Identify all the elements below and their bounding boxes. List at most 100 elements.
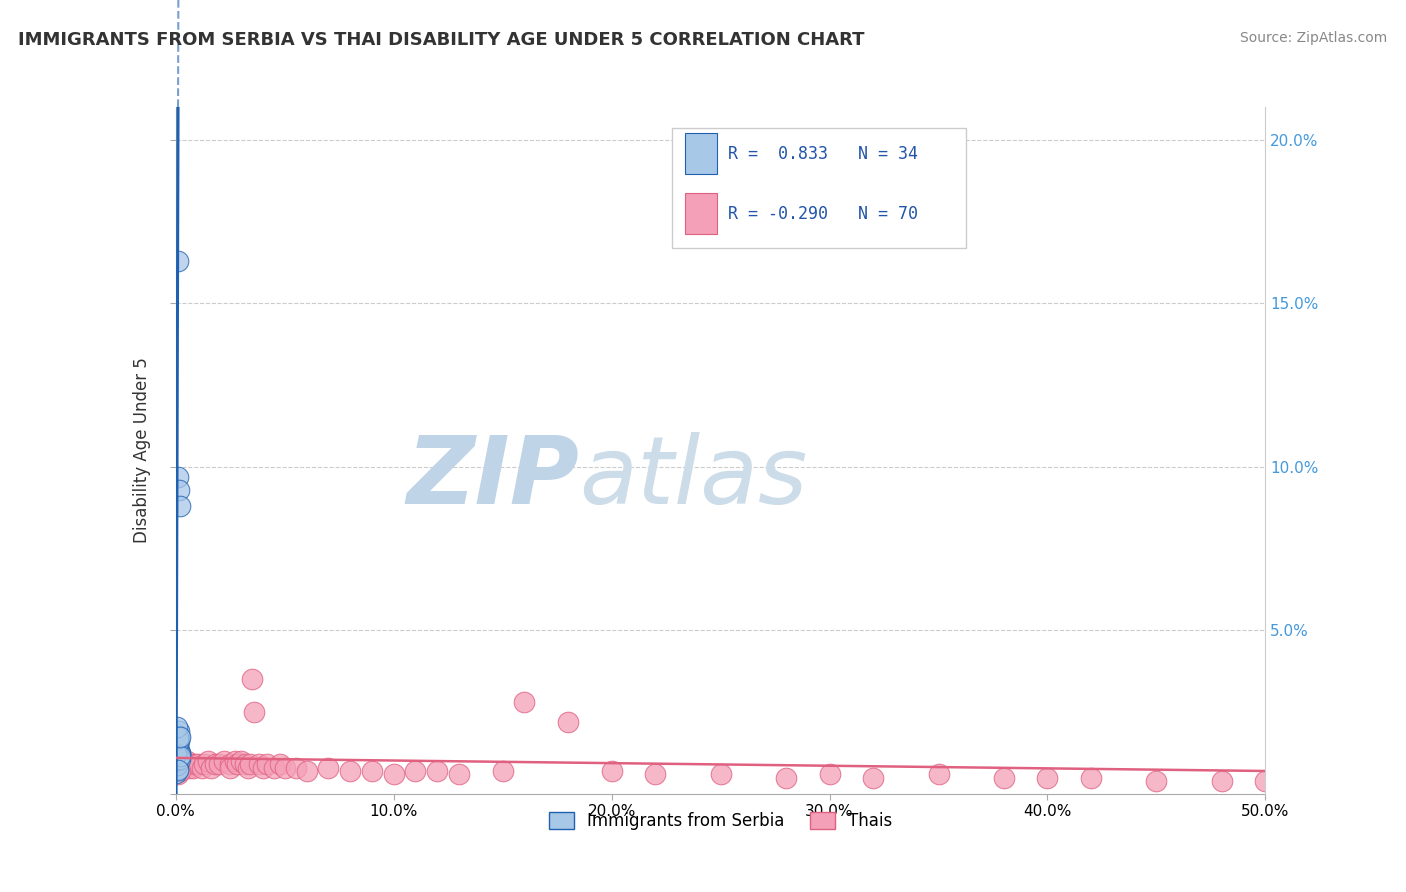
Point bbox=[167, 757, 190, 772]
Point bbox=[165, 751, 187, 765]
Text: Source: ZipAtlas.com: Source: ZipAtlas.com bbox=[1240, 31, 1388, 45]
Point bbox=[339, 764, 361, 778]
Point bbox=[710, 767, 733, 781]
FancyBboxPatch shape bbox=[672, 128, 966, 248]
Point bbox=[405, 764, 427, 778]
Point bbox=[186, 757, 209, 772]
Point bbox=[166, 253, 188, 268]
Point bbox=[208, 757, 231, 772]
Bar bbox=[685, 193, 717, 234]
Point bbox=[167, 767, 190, 781]
Point bbox=[169, 764, 191, 778]
Point bbox=[235, 757, 257, 772]
Text: R =  0.833   N = 34: R = 0.833 N = 34 bbox=[728, 145, 918, 162]
Point bbox=[166, 761, 188, 775]
Point bbox=[360, 764, 382, 778]
Point bbox=[176, 754, 198, 768]
Point bbox=[862, 771, 884, 785]
Point bbox=[236, 761, 259, 775]
Text: IMMIGRANTS FROM SERBIA VS THAI DISABILITY AGE UNDER 5 CORRELATION CHART: IMMIGRANTS FROM SERBIA VS THAI DISABILIT… bbox=[18, 31, 865, 49]
Point bbox=[166, 754, 188, 768]
Y-axis label: Disability Age Under 5: Disability Age Under 5 bbox=[134, 358, 152, 543]
Point bbox=[169, 499, 191, 513]
Point bbox=[181, 761, 204, 775]
Point bbox=[167, 734, 190, 748]
Point bbox=[169, 749, 191, 764]
Point bbox=[167, 754, 190, 768]
Point bbox=[167, 757, 190, 772]
Point bbox=[165, 747, 187, 761]
Point bbox=[1036, 771, 1059, 785]
Point bbox=[169, 747, 191, 761]
Point bbox=[167, 752, 190, 766]
Point bbox=[274, 761, 297, 775]
Point bbox=[166, 730, 188, 744]
Point bbox=[166, 735, 188, 749]
Point bbox=[513, 695, 536, 709]
Point bbox=[426, 764, 449, 778]
Point bbox=[243, 705, 266, 719]
Point bbox=[231, 754, 253, 768]
Point bbox=[1080, 771, 1102, 785]
Point bbox=[219, 757, 242, 772]
Point bbox=[269, 757, 291, 772]
Point bbox=[928, 767, 950, 781]
Point bbox=[1144, 773, 1167, 788]
Point bbox=[165, 752, 187, 766]
Point bbox=[644, 767, 666, 781]
Point bbox=[166, 756, 188, 770]
Point bbox=[165, 740, 187, 755]
Point bbox=[167, 731, 190, 746]
Point bbox=[204, 757, 226, 772]
Point bbox=[165, 766, 187, 780]
Point bbox=[177, 761, 200, 775]
Point bbox=[557, 714, 579, 729]
Point bbox=[172, 754, 194, 768]
Point bbox=[167, 763, 190, 777]
Point bbox=[170, 757, 193, 772]
Point bbox=[169, 729, 191, 743]
Legend: Immigrants from Serbia, Thais: Immigrants from Serbia, Thais bbox=[543, 805, 898, 837]
Point bbox=[600, 764, 623, 778]
Point bbox=[247, 757, 270, 772]
Point bbox=[167, 483, 190, 497]
Point bbox=[256, 757, 278, 772]
Point bbox=[184, 757, 207, 772]
Point bbox=[492, 764, 515, 778]
Point bbox=[167, 469, 190, 483]
Point bbox=[165, 757, 187, 772]
Point bbox=[1211, 773, 1233, 788]
Point bbox=[166, 721, 188, 735]
Point bbox=[200, 761, 222, 775]
Point bbox=[197, 754, 219, 768]
Point bbox=[219, 761, 242, 775]
Point bbox=[239, 757, 262, 772]
Point bbox=[169, 746, 191, 760]
Point bbox=[263, 761, 285, 775]
Point bbox=[167, 762, 190, 776]
Point bbox=[167, 745, 190, 759]
Point bbox=[295, 764, 318, 778]
Point bbox=[212, 754, 235, 768]
Point bbox=[284, 761, 307, 775]
Point bbox=[1254, 773, 1277, 788]
Point bbox=[167, 724, 190, 739]
Point bbox=[318, 761, 340, 775]
Text: R = -0.290   N = 70: R = -0.290 N = 70 bbox=[728, 204, 918, 222]
Point bbox=[180, 757, 202, 772]
Point bbox=[447, 767, 470, 781]
Text: ZIP: ZIP bbox=[406, 432, 579, 524]
Point bbox=[382, 767, 405, 781]
Point bbox=[193, 757, 215, 772]
Text: atlas: atlas bbox=[579, 433, 807, 524]
Point bbox=[166, 746, 188, 760]
Point bbox=[169, 754, 191, 768]
Point bbox=[993, 771, 1015, 785]
Point bbox=[169, 752, 191, 766]
Bar bbox=[685, 133, 717, 174]
Point bbox=[166, 754, 188, 768]
Point bbox=[173, 757, 195, 772]
Point bbox=[252, 761, 274, 775]
Point bbox=[166, 753, 188, 767]
Point bbox=[165, 754, 187, 768]
